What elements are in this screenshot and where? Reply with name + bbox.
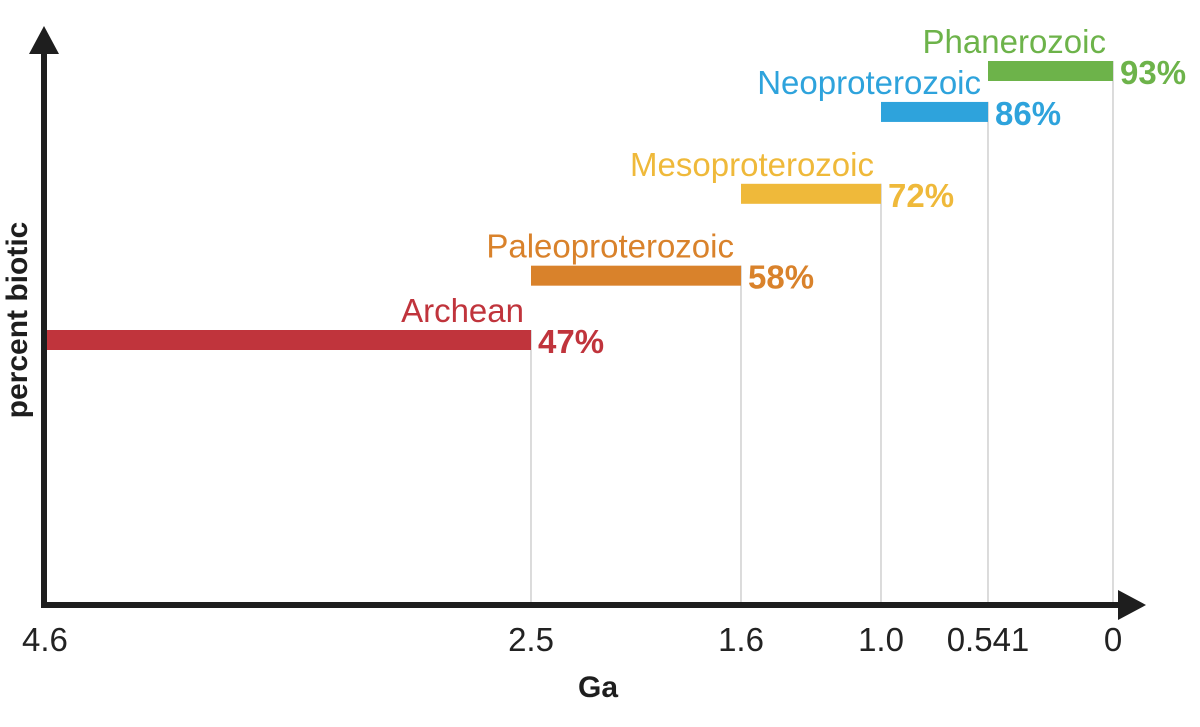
x-tick-labels: 4.6 2.5 1.6 1.0 0.541 0	[22, 621, 1122, 658]
bar-phanerozoic	[988, 61, 1113, 81]
x-axis-title: Ga	[578, 671, 618, 704]
x-tick-label: 1.0	[858, 621, 904, 658]
percent-label-paleoproterozoic: 58%	[748, 259, 814, 296]
percent-label-neoproterozoic: 86%	[995, 95, 1061, 132]
era-labels: Archean 47% Paleoproterozoic 58% Mesoprotero…	[401, 23, 1186, 360]
x-tick-label: 4.6	[22, 621, 68, 658]
bar-neoproterozoic	[881, 101, 988, 122]
era-label-neoproterozoic: Neoproterozoic	[757, 64, 981, 101]
era-label-archean: Archean	[401, 292, 524, 329]
era-boundary-lines	[530, 61, 1114, 603]
era-label-paleoproterozoic: Paleoproterozoic	[486, 228, 734, 265]
x-tick-label: 1.6	[718, 621, 764, 658]
axes	[29, 26, 1146, 620]
y-axis-arrowhead	[29, 26, 59, 54]
x-tick-label: 0.541	[947, 621, 1030, 658]
percent-label-archean: 47%	[538, 323, 604, 360]
x-tick-label: 2.5	[508, 621, 554, 658]
y-axis-title: percent biotic	[1, 222, 34, 419]
bar-archean	[44, 330, 531, 350]
bar-paleoproterozoic	[531, 265, 741, 286]
era-bars	[44, 61, 1113, 350]
percent-label-mesoproterozoic: 72%	[888, 177, 954, 214]
era-label-phanerozoic: Phanerozoic	[923, 23, 1106, 60]
bar-mesoproterozoic	[741, 183, 881, 204]
x-axis-arrowhead	[1118, 590, 1146, 620]
x-tick-label: 0	[1104, 621, 1122, 658]
percent-label-phanerozoic: 93%	[1120, 54, 1186, 91]
era-label-mesoproterozoic: Mesoproterozoic	[630, 146, 874, 183]
